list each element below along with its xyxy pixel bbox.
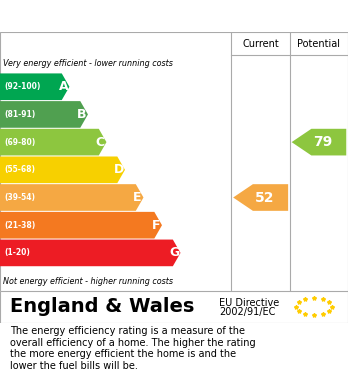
Text: G: G [169, 246, 180, 259]
Text: 79: 79 [313, 135, 333, 149]
Text: 2002/91/EC: 2002/91/EC [219, 307, 276, 317]
Text: A: A [58, 80, 68, 93]
Text: (39-54): (39-54) [4, 193, 35, 202]
Text: (55-68): (55-68) [4, 165, 35, 174]
Text: D: D [114, 163, 124, 176]
Text: Current: Current [242, 39, 279, 49]
Polygon shape [0, 129, 106, 156]
Polygon shape [0, 156, 125, 183]
Polygon shape [0, 212, 162, 239]
Text: F: F [152, 219, 160, 232]
Text: (69-80): (69-80) [4, 138, 35, 147]
Text: Energy Efficiency Rating: Energy Efficiency Rating [10, 7, 240, 25]
Text: Very energy efficient - lower running costs: Very energy efficient - lower running co… [3, 59, 173, 68]
Text: Potential: Potential [298, 39, 340, 49]
Text: 52: 52 [255, 190, 274, 204]
Text: (1-20): (1-20) [4, 248, 30, 257]
Text: The energy efficiency rating is a measure of the
overall efficiency of a home. T: The energy efficiency rating is a measur… [10, 326, 256, 371]
Text: (81-91): (81-91) [4, 110, 35, 119]
Text: EU Directive: EU Directive [219, 298, 279, 308]
Text: C: C [96, 136, 105, 149]
Polygon shape [0, 101, 88, 128]
Text: Not energy efficient - higher running costs: Not energy efficient - higher running co… [3, 277, 174, 286]
Text: (21-38): (21-38) [4, 221, 35, 230]
Polygon shape [292, 129, 346, 156]
Text: B: B [77, 108, 87, 121]
Polygon shape [0, 240, 181, 266]
Polygon shape [233, 184, 288, 211]
Polygon shape [0, 74, 70, 100]
Text: England & Wales: England & Wales [10, 297, 195, 316]
Polygon shape [0, 184, 143, 211]
Text: E: E [133, 191, 142, 204]
Text: (92-100): (92-100) [4, 82, 41, 91]
